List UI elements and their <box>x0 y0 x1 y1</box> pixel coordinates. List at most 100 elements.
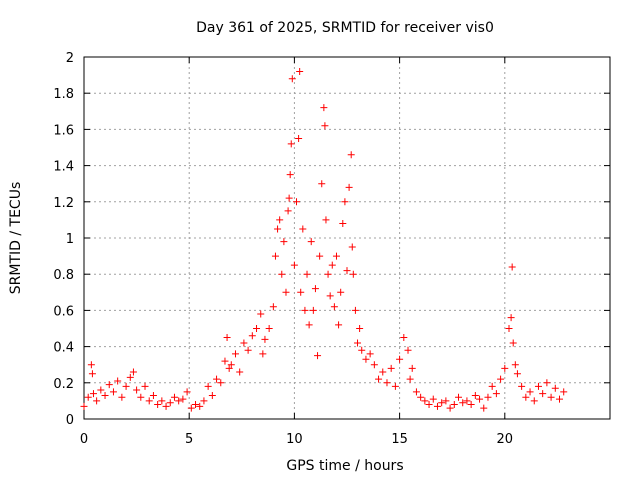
data-point <box>337 288 345 296</box>
data-point <box>114 377 122 385</box>
data-point <box>343 267 351 275</box>
data-point <box>488 382 496 390</box>
data-point <box>316 252 324 260</box>
data-point <box>137 393 145 401</box>
axis-ticks: 00.20.40.60.811.21.41.61.820 5 10 15 20 <box>53 51 610 447</box>
data-point <box>497 375 505 383</box>
data-point <box>286 171 294 179</box>
data-point <box>417 393 425 401</box>
data-point <box>476 395 484 403</box>
data-point <box>154 401 162 409</box>
data-point <box>126 373 134 381</box>
y-tick-label: 0.2 <box>53 377 74 392</box>
data-point <box>257 310 265 318</box>
data-point <box>280 238 288 246</box>
data-point <box>518 382 526 390</box>
data-point <box>244 346 252 354</box>
data-point <box>349 270 357 278</box>
x-axis-title: GPS time / hours <box>286 458 403 474</box>
data-point <box>467 401 475 409</box>
data-point <box>293 198 301 206</box>
data-point <box>347 151 355 159</box>
data-point <box>556 395 564 403</box>
data-points <box>80 67 568 412</box>
data-point <box>480 404 488 412</box>
data-point <box>248 332 256 340</box>
data-point <box>530 397 538 405</box>
data-point <box>547 393 555 401</box>
data-point <box>429 395 437 403</box>
y-tick-label: 0.4 <box>53 341 74 356</box>
data-point <box>450 401 458 409</box>
data-point <box>492 390 500 398</box>
y-tick-label: 0 <box>66 413 74 428</box>
data-point <box>217 379 225 387</box>
data-point <box>284 207 292 215</box>
x-tick-label: 15 <box>391 432 408 447</box>
data-point <box>93 397 101 405</box>
data-point <box>236 368 244 376</box>
data-point <box>288 75 296 83</box>
y-tick-label: 1.8 <box>53 87 74 102</box>
data-point <box>141 382 149 390</box>
data-point <box>303 270 311 278</box>
x-tick-label: 5 <box>185 432 193 447</box>
data-point <box>326 292 334 300</box>
data-point <box>105 381 113 389</box>
data-point <box>328 261 336 269</box>
data-point <box>471 391 479 399</box>
data-point <box>274 225 282 233</box>
data-point <box>309 306 317 314</box>
data-point <box>158 397 166 405</box>
x-tick-label: 0 <box>80 432 88 447</box>
data-point <box>149 391 157 399</box>
data-point <box>290 261 298 269</box>
data-point <box>356 325 364 332</box>
data-point <box>433 402 441 410</box>
data-point <box>204 382 212 390</box>
data-point <box>324 270 332 278</box>
data-point <box>539 390 547 398</box>
data-point <box>240 339 248 347</box>
data-point <box>455 393 463 401</box>
data-point <box>231 350 239 358</box>
data-point <box>332 252 340 260</box>
data-point <box>166 399 174 407</box>
data-point <box>118 393 126 401</box>
data-point <box>299 225 307 233</box>
data-point <box>261 335 269 343</box>
data-point <box>285 194 293 202</box>
data-point <box>311 285 319 293</box>
x-tick-label: 20 <box>497 432 514 447</box>
data-point <box>379 368 387 376</box>
data-point <box>508 263 516 271</box>
y-tick-label: 1.6 <box>53 123 74 138</box>
data-point <box>348 243 356 251</box>
y-tick-label: 2 <box>66 51 74 66</box>
y-tick-label: 0.8 <box>53 268 74 283</box>
data-point <box>314 352 322 360</box>
chart-title: Day 361 of 2025, SRMTID for receiver vis… <box>196 20 494 36</box>
data-point <box>507 314 515 322</box>
data-point <box>253 325 261 332</box>
data-point <box>421 397 429 405</box>
data-point <box>345 183 353 191</box>
data-point <box>505 325 513 332</box>
data-point <box>183 388 191 396</box>
data-point <box>358 346 366 354</box>
y-tick-label: 1.2 <box>53 196 74 211</box>
data-point <box>213 375 221 383</box>
data-point <box>459 399 467 407</box>
plot-frame <box>83 56 611 420</box>
data-point <box>129 368 137 376</box>
data-point <box>383 379 391 387</box>
data-point <box>101 391 109 399</box>
data-point <box>387 364 395 372</box>
data-point <box>162 402 170 410</box>
data-point <box>375 375 383 383</box>
data-point <box>109 388 117 396</box>
data-point <box>391 382 399 390</box>
data-point <box>269 303 277 311</box>
data-point <box>526 388 534 396</box>
